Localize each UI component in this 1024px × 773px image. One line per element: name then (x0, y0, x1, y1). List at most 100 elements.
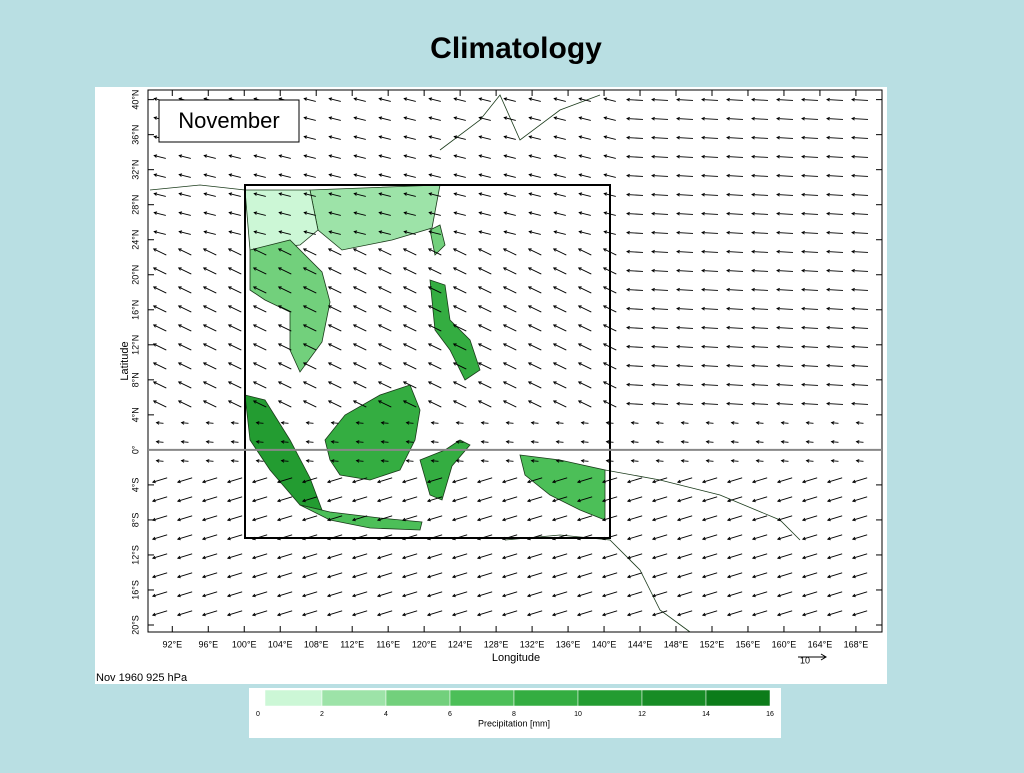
wind-arrow-head (626, 612, 631, 617)
wind-arrow-head (377, 248, 382, 252)
wind-arrow (303, 324, 317, 332)
map-frame (147, 89, 883, 633)
wind-arrow-head (602, 324, 607, 328)
wind-arrow (456, 460, 464, 462)
wind-arrow-head (501, 555, 506, 560)
wind-arrow (278, 248, 292, 256)
wind-arrow (379, 98, 391, 102)
wind-arrow-head (428, 116, 433, 120)
wind-arrow (456, 441, 464, 443)
wind-arrow (429, 174, 441, 178)
wind-arrow (826, 137, 844, 139)
wind-arrow (777, 610, 793, 616)
wind-arrow (428, 343, 442, 351)
wind-arrow (502, 477, 518, 483)
wind-arrow (331, 441, 339, 443)
wind-arrow (331, 422, 339, 424)
wind-arrow (701, 365, 719, 367)
wind-arrow (776, 270, 794, 272)
wind-arrow-head (502, 400, 507, 404)
wind-arrow (751, 346, 769, 348)
wind-arrow (356, 441, 364, 443)
x-axis-label: Longitude (492, 652, 540, 664)
wind-arrow-head (630, 459, 635, 463)
wind-arrow (851, 213, 869, 215)
map-footer: Nov 1960 925 hPa (96, 672, 188, 684)
wind-arrow-head (676, 517, 681, 522)
wind-arrow (852, 553, 868, 559)
wind-arrow (253, 286, 267, 294)
wind-arrow (202, 515, 218, 521)
wind-arrow (327, 477, 343, 483)
wind-arrow-head (651, 382, 655, 387)
wind-arrow-head (801, 555, 806, 560)
wind-arrow (152, 553, 168, 559)
wind-arrow (701, 327, 719, 329)
wind-arrow (203, 267, 217, 275)
wind-arrow (203, 362, 217, 370)
wind-arrow (781, 441, 789, 443)
wind-arrow (454, 117, 466, 121)
wind-arrow (826, 251, 844, 253)
wind-arrow (627, 591, 643, 597)
wind-arrow-head (353, 211, 358, 215)
wind-arrow-head (801, 249, 805, 254)
wind-arrow (651, 384, 669, 386)
wind-arrow (626, 308, 644, 310)
wind-arrow-head (352, 324, 357, 328)
wind-arrow (579, 98, 591, 102)
wind-arrow (651, 232, 669, 234)
wind-arrow (751, 194, 769, 196)
wind-arrow (726, 403, 744, 405)
wind-arrow-head (676, 135, 680, 140)
wind-arrow-head (601, 593, 606, 598)
wind-arrow (153, 381, 167, 389)
wind-arrow-head (151, 479, 156, 484)
wind-arrow (702, 534, 718, 540)
wind-arrow (403, 343, 417, 351)
wind-arrow-head (801, 593, 806, 598)
wind-arrow-head (555, 440, 560, 444)
wind-arrow-head (626, 116, 630, 121)
wind-arrow-head (203, 154, 208, 158)
wind-arrow (329, 193, 341, 197)
wind-arrow-head (555, 421, 560, 425)
wind-arrow-head (377, 286, 382, 290)
wind-arrow (826, 99, 844, 101)
wind-arrow-head (726, 382, 730, 387)
wind-arrow (726, 156, 744, 158)
wind-arrow (252, 515, 268, 521)
wind-arrow-head (801, 479, 806, 484)
wind-arrow (502, 553, 518, 559)
wind-arrow (752, 534, 768, 540)
wind-arrow-head (776, 192, 780, 197)
wind-arrow-head (230, 440, 235, 444)
wind-arrow-head (552, 248, 557, 252)
wind-arrow (352, 553, 368, 559)
wind-arrow (528, 286, 542, 294)
colorbar-segment (321, 689, 387, 707)
wind-arrow (802, 477, 818, 483)
wind-arrow (478, 305, 492, 313)
wind-arrow (178, 362, 192, 370)
wind-arrow-head (303, 230, 308, 234)
wind-arrow-head (455, 440, 460, 444)
wind-arrow (328, 400, 342, 408)
wind-arrow (831, 422, 839, 424)
wind-arrow (851, 403, 869, 405)
wind-arrow-head (776, 287, 780, 292)
wind-arrow (851, 156, 869, 158)
wind-arrow (277, 477, 293, 483)
wind-arrow (701, 251, 719, 253)
wind-arrow-head (177, 343, 182, 347)
wind-arrow-head (378, 211, 383, 215)
wind-arrow-head (603, 154, 608, 158)
reference-vector-label: 10 (800, 655, 810, 665)
wind-arrow-head (451, 498, 456, 503)
wind-arrow (302, 496, 318, 502)
wind-arrow (477, 610, 493, 616)
wind-arrow (354, 231, 366, 235)
y-tick-label: 8°S (130, 513, 140, 528)
wind-arrow (478, 324, 492, 332)
wind-arrow-head (701, 154, 705, 159)
